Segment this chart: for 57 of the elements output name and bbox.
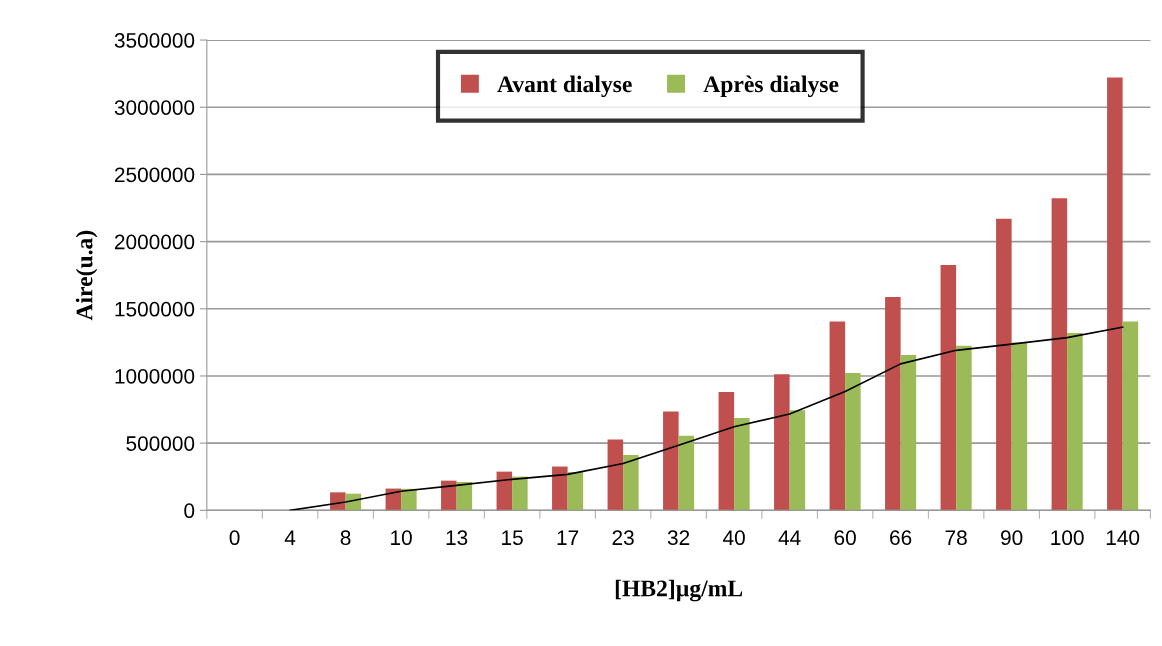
bar [774,374,790,511]
x-tick-label: 78 [945,530,967,546]
y-tick-label: 2000000 [114,234,195,250]
bar [496,471,513,511]
x-tick-label: 40 [723,530,745,546]
y-tick-label: 1500000 [115,301,195,317]
bar [1011,342,1028,511]
x-tick-label: 10 [391,530,412,546]
bar [552,466,568,511]
x-tick-label: 32 [667,530,690,546]
x-tick-label: 140 [1106,530,1140,546]
y-tick-label: 3500000 [114,33,195,48]
x-tick-label: 90 [1001,530,1023,546]
bar [718,391,735,511]
bar [829,321,846,511]
bar [900,354,917,511]
bar [940,264,957,511]
y-tick-label: 0 [184,503,195,519]
x-tick-label: 17 [557,530,579,545]
bar [845,372,861,511]
bar [996,218,1012,511]
bar [1122,321,1139,511]
bar [734,417,750,511]
legend-label: Avant dialyse [497,75,632,98]
y-tick-label: 500000 [126,436,195,451]
y-tick-label: 1000000 [115,368,195,384]
x-tick-label: 44 [778,530,801,545]
bar [567,472,584,511]
x-tick-label: 8 [340,530,351,546]
bar [512,476,528,511]
x-axis-title: [HB2]µg/mL [615,579,743,602]
y-axis-title: Aire(u.a) [75,230,98,321]
line-series [289,326,1124,511]
bar [1051,198,1068,511]
x-tick-label: 23 [612,530,634,546]
bar [441,480,457,511]
bar [623,454,639,511]
bar [330,492,346,511]
x-tick-label: 66 [890,530,912,546]
bar [789,410,806,511]
x-tick-label: 100 [1051,530,1084,546]
x-tick-label: 60 [834,530,856,546]
x-tick-label: 4 [284,530,296,545]
bar [401,488,417,511]
bar [885,297,901,511]
y-tick-label: 3000000 [114,100,195,115]
bar [607,439,624,511]
bar [1107,77,1123,511]
bar [663,411,679,511]
bar [1067,333,1083,511]
legend-label: Après dialyse [703,75,839,98]
y-tick-label: 2500000 [114,167,195,183]
x-tick-label: 13 [446,530,468,546]
x-tick-label: 0 [229,530,240,546]
bar [956,345,972,511]
x-tick-label: 15 [502,530,523,546]
bar [678,435,695,511]
